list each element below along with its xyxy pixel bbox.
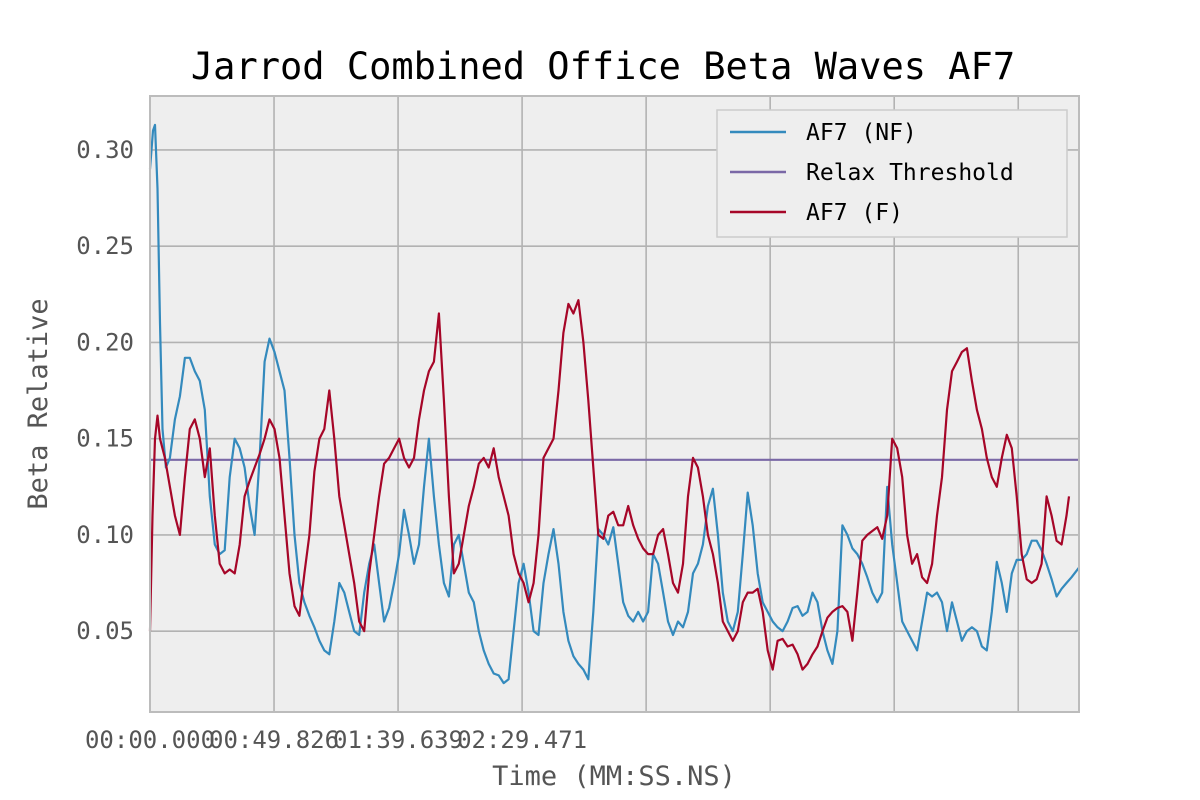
y-tick-label: 0.10 <box>76 521 134 549</box>
y-tick-label: 0.25 <box>76 232 134 260</box>
chart-title: Jarrod Combined Office Beta Waves AF7 <box>191 45 1015 88</box>
x-axis-label: Time (MM:SS.NS) <box>492 761 736 792</box>
y-axis-label: Beta Relative <box>23 298 54 509</box>
x-tick-label: 02:29.471 <box>457 726 587 754</box>
series-line-af7-nf <box>148 123 1080 685</box>
x-tick-label: 01:39.639 <box>333 726 463 754</box>
x-tick-label: 00:00.000 <box>85 726 215 754</box>
legend-label-af7-f: AF7 (F) <box>806 200 903 226</box>
y-tick-label: 0.20 <box>76 328 134 356</box>
series-layer <box>148 123 1080 685</box>
legend-label-af7-nf: AF7 (NF) <box>806 120 917 146</box>
legend: AF7 (NF) Relax Threshold AF7 (F) <box>716 109 1068 238</box>
y-tick-labels: 0.05 0.10 0.15 0.20 0.25 0.30 <box>76 136 134 645</box>
y-tick-label: 0.15 <box>76 425 134 453</box>
y-tick-label: 0.05 <box>76 617 134 645</box>
x-tick-label: 00:49.826 <box>209 726 339 754</box>
series-line-af7-f <box>148 299 1071 671</box>
plot-frame <box>149 95 1080 713</box>
legend-label-relax-threshold: Relax Threshold <box>806 160 1014 186</box>
y-tick-label: 0.30 <box>76 136 134 164</box>
